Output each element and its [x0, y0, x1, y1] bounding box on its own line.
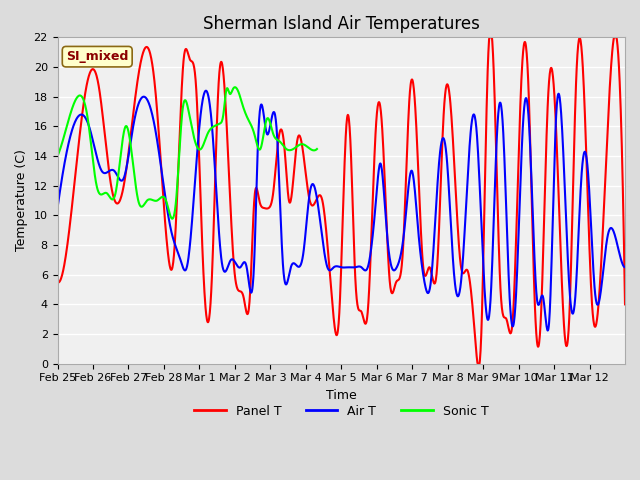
Panel T: [344, 112, 351, 118]
X-axis label: Time: Time: [326, 389, 356, 402]
Air T: [54, 205, 61, 211]
Panel T: [65, 236, 72, 241]
Sonic T: [155, 196, 163, 202]
Air T: [445, 188, 453, 193]
Text: SI_mixed: SI_mixed: [66, 50, 129, 63]
Panel T: [474, 361, 481, 367]
Panel T: [310, 201, 318, 207]
Panel T: [445, 85, 452, 91]
Air T: [65, 142, 72, 148]
Panel T: [155, 133, 163, 139]
Air T: [586, 187, 593, 192]
Panel T: [586, 237, 593, 242]
Air T: [344, 264, 352, 270]
Sonic T: [54, 153, 61, 159]
Line: Air T: Air T: [58, 91, 625, 331]
Air T: [310, 184, 318, 190]
Panel T: [54, 279, 61, 285]
Sonic T: [65, 119, 72, 124]
Sonic T: [310, 147, 318, 153]
Y-axis label: Temperature (C): Temperature (C): [15, 150, 28, 252]
Air T: [202, 88, 210, 94]
Title: Sherman Island Air Temperatures: Sherman Island Air Temperatures: [203, 15, 480, 33]
Air T: [621, 264, 629, 270]
Air T: [544, 328, 552, 334]
Panel T: [621, 301, 629, 307]
Line: Sonic T: Sonic T: [58, 87, 317, 219]
Line: Panel T: Panel T: [58, 37, 625, 364]
Air T: [155, 150, 163, 156]
Legend: Panel T, Air T, Sonic T: Panel T, Air T, Sonic T: [189, 400, 493, 423]
Panel T: [486, 35, 493, 40]
